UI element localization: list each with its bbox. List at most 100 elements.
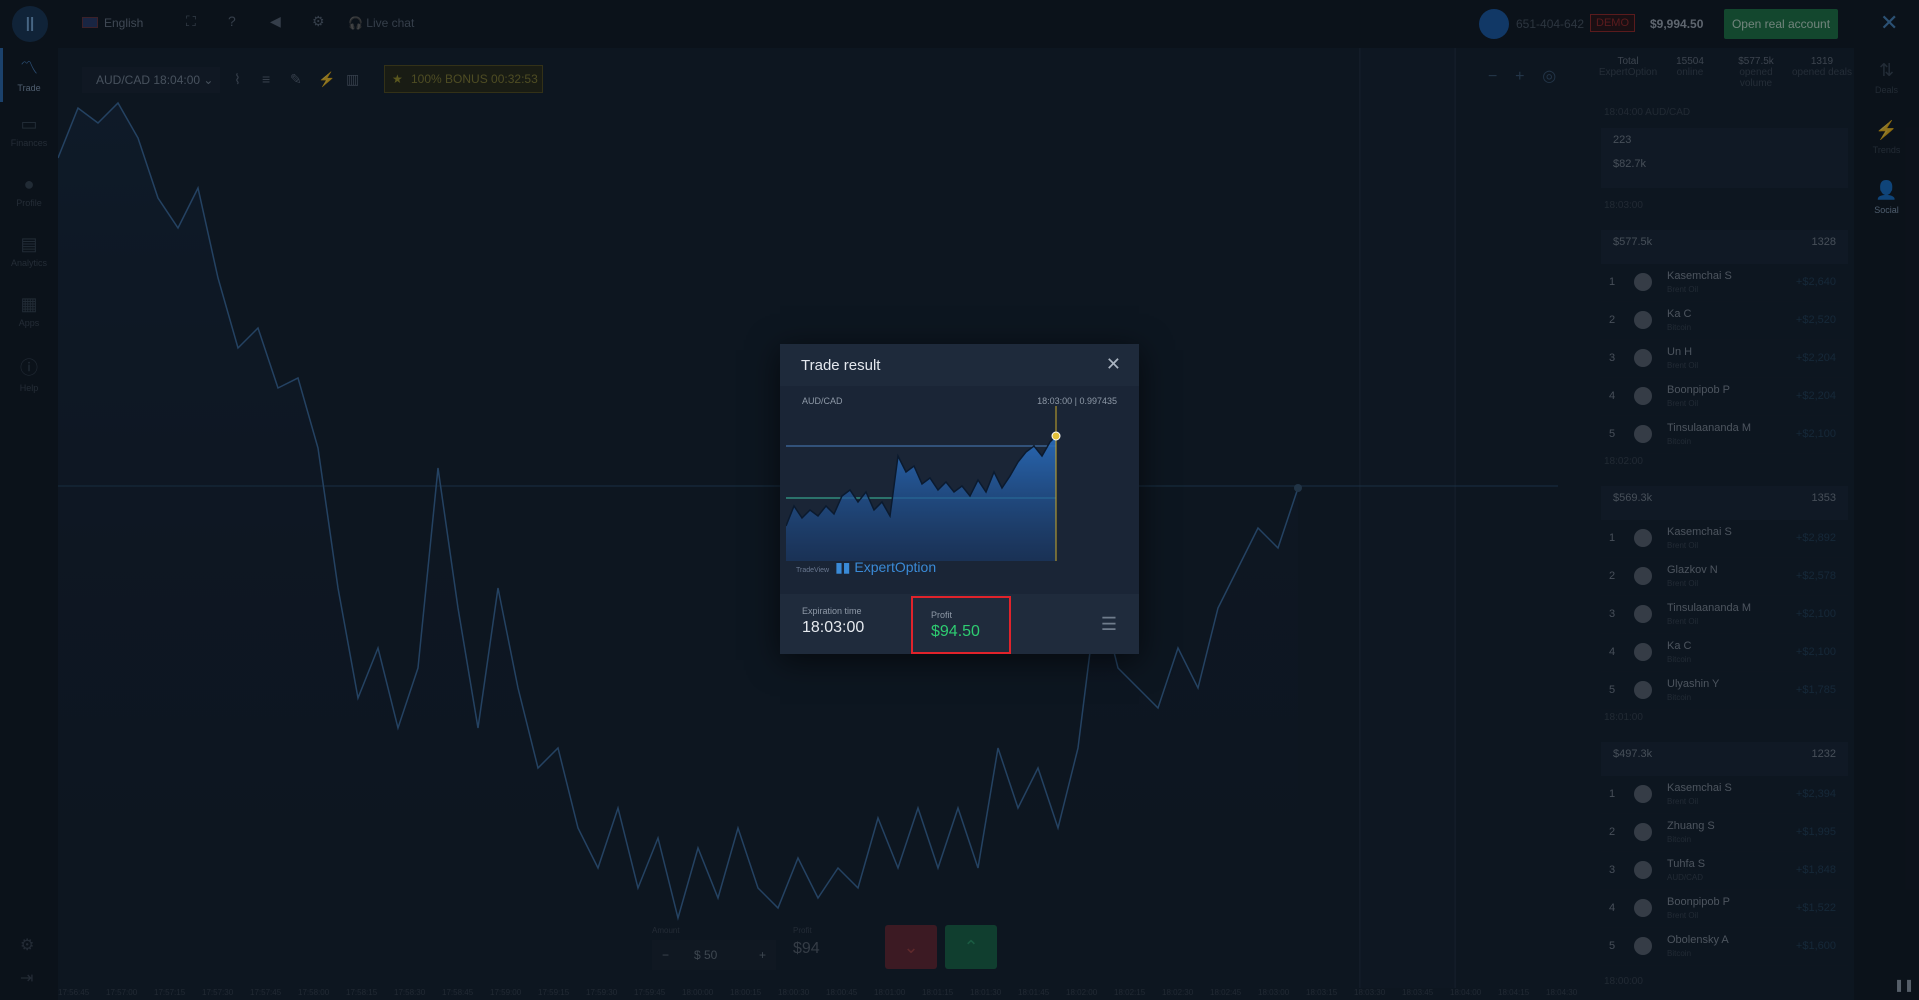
pair-volume: $82.7k — [1613, 158, 1647, 170]
zoom-out-icon[interactable]: − — [1488, 68, 1498, 85]
nav-apps-label: Apps — [18, 318, 40, 328]
pause-icon[interactable]: ❚❚ — [1894, 978, 1915, 992]
side-trends[interactable]: ⚡ Trends — [1854, 120, 1919, 155]
x-axis-tick: 18:00:30 — [778, 988, 810, 997]
close-icon[interactable]: ✕ — [1880, 10, 1899, 35]
leaderboard-row[interactable]: 4 Boonpipob P Brent Oil +$2,204 — [1601, 378, 1848, 416]
group-deals: 1353 — [1811, 492, 1836, 504]
chevron-down-icon: ⌄ — [203, 73, 214, 87]
demo-badge[interactable]: DEMO — [1590, 14, 1635, 32]
expiration-value: 18:03:00 — [802, 619, 865, 636]
star-icon: ★ — [392, 72, 403, 86]
top-bar: || English ⛶ ? ◀ ⚙ 🎧 Live chat 651-404-6… — [0, 0, 1919, 48]
leaderboard-row[interactable]: 4 Boonpipob P Brent Oil +$1,522 — [1601, 890, 1848, 928]
call-button[interactable]: ⌃ — [945, 925, 997, 969]
uk-flag-icon — [82, 17, 98, 28]
logout-icon[interactable]: ⇥ — [20, 970, 34, 987]
x-axis-tick: 18:02:00 — [1066, 988, 1098, 997]
leaderboard-row[interactable]: 5 Tinsulaananda M Bitcoin +$2,100 — [1601, 416, 1848, 454]
price-chart-svg — [57, 48, 1558, 988]
time-frame-icon[interactable]: ≡ — [262, 71, 271, 87]
open-real-account-button[interactable]: Open real account — [1724, 9, 1838, 39]
language-selector[interactable]: English — [82, 16, 143, 30]
bonus-banner[interactable]: ★ 100% BONUS 00:32:53 — [384, 65, 543, 93]
menu-icon[interactable]: ☰ — [1100, 614, 1117, 634]
leaderboard-row[interactable]: 1 Kasemchai S Brent Oil +$2,892 — [1601, 520, 1848, 558]
nav-trade[interactable]: 〽 Trade — [0, 54, 58, 93]
help-icon[interactable]: ? — [228, 13, 236, 29]
zoom-in-icon[interactable]: + — [1515, 68, 1525, 85]
expertoption-logo[interactable]: || — [12, 6, 48, 42]
group-volume: $577.5k — [1613, 236, 1653, 248]
target-icon[interactable]: ◎ — [1542, 68, 1557, 85]
indicators-icon[interactable]: ⚡ — [318, 71, 336, 87]
leaderboard-row[interactable]: 3 Tuhfa S AUD/CAD +$1,848 — [1601, 852, 1848, 890]
sound-icon[interactable]: ◀ — [270, 13, 281, 29]
trader-avatar — [1634, 311, 1652, 329]
nav-analytics[interactable]: ▤ Analytics — [0, 234, 58, 268]
leaderboard-group: $569.3k 1353 1 Kasemchai S Brent Oil +$2,892 2… — [1601, 486, 1848, 710]
x-axis-tick: 17:57:45 — [250, 988, 282, 997]
increase-amount-button[interactable]: + — [758, 948, 766, 962]
fullscreen-icon[interactable]: ⛶ — [186, 13, 196, 29]
settings-icon[interactable]: ⚙ — [312, 13, 325, 29]
rank-number: 5 — [1609, 428, 1616, 440]
user-icon: ● — [23, 174, 35, 194]
modal-footer: Expiration time 18:03:00 Profit $94.50 ☰ — [780, 594, 1139, 654]
potential-profit: Profit $94 — [793, 926, 820, 958]
side-social[interactable]: 👤 Social — [1854, 180, 1919, 215]
leaderboard-row[interactable]: 2 Zhuang S Bitcoin +$1,995 — [1601, 814, 1848, 852]
trader-name: Ulyashin Y — [1667, 678, 1720, 690]
nav-profile[interactable]: ● Profile — [0, 174, 58, 208]
trader-name: Tuhfa S — [1667, 858, 1706, 870]
side-deals[interactable]: ⇅ Deals — [1854, 60, 1919, 95]
trader-asset: Brent Oil — [1667, 911, 1699, 920]
right-side-icons: ⇅ Deals ⚡ Trends 👤 Social — [1854, 48, 1919, 1000]
group-header: $569.3k 1353 — [1601, 486, 1848, 520]
amount-input[interactable]: Amount − $ 50 + — [652, 926, 776, 970]
close-modal-icon[interactable]: ✕ — [1105, 354, 1121, 374]
side-deals-label: Deals — [1874, 85, 1898, 95]
nav-analytics-label: Analytics — [10, 258, 47, 268]
group-header: $497.3k 1232 — [1601, 742, 1848, 776]
leaderboard-row[interactable]: 3 Tinsulaananda M Brent Oil +$2,100 — [1601, 596, 1848, 634]
drawing-icon[interactable]: ✎ — [290, 71, 302, 87]
leaderboard-row[interactable]: 5 Ulyashin Y Bitcoin +$1,785 — [1601, 672, 1848, 710]
nav-finances[interactable]: ▭ Finances — [0, 114, 58, 148]
price-area — [58, 103, 1298, 988]
gear-icon[interactable]: ⚙ — [20, 937, 35, 954]
leaderboard-row[interactable]: 3 Un H Brent Oil +$2,204 — [1601, 340, 1848, 378]
leaderboard-row[interactable]: 4 Ka C Bitcoin +$2,100 — [1601, 634, 1848, 672]
rank-number: 1 — [1609, 532, 1616, 544]
x-axis-tick: 18:00:00 — [682, 988, 714, 997]
user-id: 651-404-642 — [1516, 17, 1585, 31]
stat-online-label: online — [1676, 67, 1704, 78]
trader-name: Kasemchai S — [1667, 270, 1732, 282]
trader-name: Ka C — [1667, 308, 1692, 320]
decrease-amount-button[interactable]: − — [662, 948, 670, 962]
leaderboard-row[interactable]: 2 Glazkov N Brent Oil +$2,578 — [1601, 558, 1848, 596]
chart-type-icon[interactable]: ⌇ — [234, 71, 241, 87]
account-balance[interactable]: $9,994.50 — [1650, 17, 1704, 31]
left-nav: 〽 Trade ▭ Finances ● Profile ▤ Analytics ▦ Ap… — [0, 48, 58, 1000]
trader-name: Boonpipob P — [1667, 384, 1730, 396]
leaderboard-row[interactable]: 2 Ka C Bitcoin +$2,520 — [1601, 302, 1848, 340]
leaderboard-row[interactable]: 1 Kasemchai S Brent Oil +$2,394 — [1601, 776, 1848, 814]
nav-help[interactable]: ⓘ Help — [0, 354, 58, 393]
nav-apps[interactable]: ▦ Apps — [0, 294, 58, 328]
trader-avatar — [1634, 425, 1652, 443]
group-header: $577.5k 1328 — [1601, 230, 1848, 264]
arrows-updown-icon: ⇅ — [1878, 60, 1895, 80]
book-icon: ▤ — [20, 234, 38, 254]
nav-help-label: Help — [19, 383, 39, 393]
rank-number: 4 — [1609, 902, 1616, 914]
x-axis-tick: 18:04:00 — [1450, 988, 1482, 997]
leaderboard-row[interactable]: 1 Kasemchai S Brent Oil +$2,640 — [1601, 264, 1848, 302]
live-chat-button[interactable]: 🎧 Live chat — [348, 16, 415, 30]
layout-icon[interactable]: ▥ — [346, 71, 360, 87]
asset-selector[interactable]: AUD/CAD 18:04:00 ⌄ — [82, 67, 220, 93]
leaderboard-row[interactable]: 5 Obolensky A Bitcoin +$1,600 — [1601, 928, 1848, 966]
modal-time-price: 18:03:00 | 0.997435 — [1037, 396, 1117, 406]
put-button[interactable]: ⌄ — [885, 925, 937, 969]
user-avatar[interactable] — [1479, 9, 1509, 39]
